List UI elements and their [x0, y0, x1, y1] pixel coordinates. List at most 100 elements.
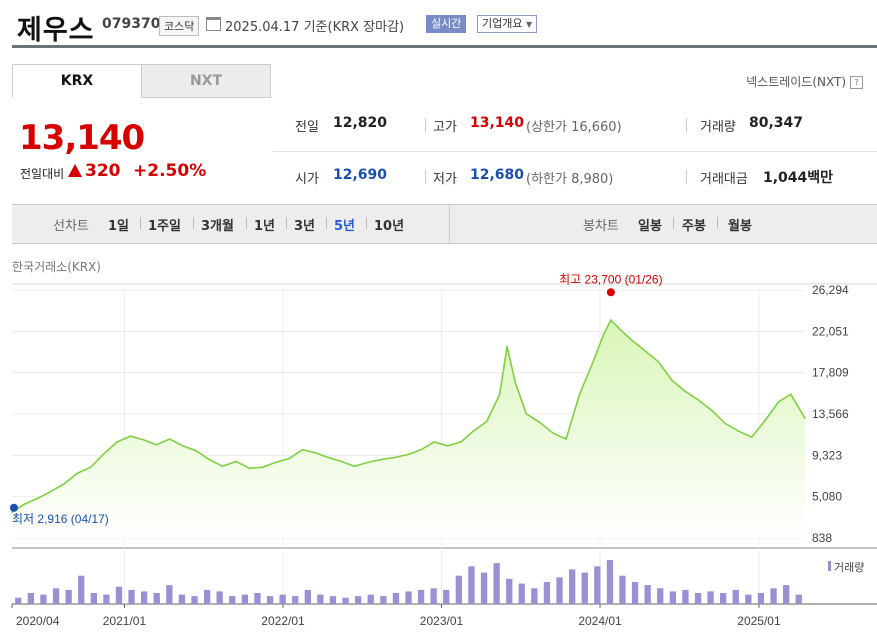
volume-bar [254, 593, 261, 604]
volume-bar [178, 594, 186, 604]
price-point [750, 436, 753, 438]
volume-bar [430, 588, 437, 604]
price-point [116, 441, 118, 443]
price-point [235, 460, 237, 463]
price-point [274, 461, 277, 464]
high-label: 고가 [433, 120, 457, 135]
candle-chart-label: 봉차트 [583, 219, 619, 234]
volume-bar [770, 588, 777, 604]
stat-separator [686, 170, 687, 184]
price-point [129, 435, 132, 437]
x-tick-label: 2021/01 [103, 614, 147, 628]
upper-limit: (상한가 16,660) [526, 120, 622, 135]
stat-separator [425, 118, 426, 132]
volume-bar [543, 582, 551, 604]
price-point [485, 420, 488, 423]
period-1w[interactable]: 1주일 [148, 219, 181, 234]
tab-nxt[interactable]: NXT [141, 64, 271, 98]
volume-bar [556, 577, 563, 604]
nextrade-link[interactable]: 넥스트레이드(NXT)? [746, 73, 863, 90]
y-tick-label: 13,566 [812, 407, 849, 421]
price-point [631, 339, 633, 342]
price-point [49, 490, 52, 493]
price-point [103, 452, 105, 455]
tab-krx[interactable]: KRX [12, 64, 142, 98]
volume-bar [103, 594, 110, 604]
volume-bar [166, 585, 173, 604]
low-value: 12,680 [470, 167, 525, 183]
period-3y[interactable]: 3년 [294, 219, 316, 234]
price-point [610, 319, 612, 321]
period-1y[interactable]: 1년 [254, 219, 276, 234]
realtime-button[interactable]: 실시간 [426, 15, 467, 33]
volume-bar [506, 578, 513, 604]
prev-close-label: 전일 [295, 120, 319, 135]
volume-bar [757, 593, 765, 604]
header-divider [12, 45, 877, 48]
price-point [221, 465, 224, 468]
volume-bar [204, 589, 211, 604]
volume-bar [720, 593, 727, 604]
volume-bar [732, 589, 739, 604]
line-chart-label: 선차트 [53, 219, 89, 234]
amount-value: 1,044백만 [763, 167, 833, 187]
volume-bar [644, 585, 651, 604]
min-marker [10, 503, 18, 512]
market-badge: 코스닥 [159, 16, 200, 36]
volume-bar [783, 585, 790, 604]
volume-legend-swatch [828, 561, 831, 571]
volume-bar [266, 596, 274, 604]
price-point [603, 333, 605, 335]
price-point [208, 458, 210, 461]
candle-weekly[interactable]: 주봉 [682, 219, 706, 234]
menu-separator [717, 217, 718, 229]
period-1d[interactable]: 1일 [108, 219, 130, 234]
y-tick-label: 5,080 [812, 490, 842, 504]
volume-bar [480, 572, 488, 604]
price-point [764, 419, 766, 422]
company-overview-button[interactable]: 기업개요 ▼ [477, 15, 538, 33]
max-marker [606, 288, 615, 297]
volume-label: 거래량 [700, 120, 736, 135]
price-point [168, 438, 171, 440]
volume-bar [531, 588, 538, 604]
price-point [23, 503, 26, 506]
price-point [804, 417, 806, 420]
volume-bar [707, 591, 714, 604]
price-point [313, 451, 316, 454]
open-label: 시가 [295, 172, 319, 187]
volume-bar [153, 593, 160, 604]
period-5y[interactable]: 5년 [334, 219, 356, 234]
price-point [711, 409, 713, 412]
volume-bar [682, 589, 689, 604]
volume-bar [304, 589, 311, 604]
price-point [261, 466, 264, 469]
price-point [498, 393, 501, 396]
period-10y[interactable]: 10년 [374, 219, 405, 234]
price-point [433, 441, 435, 443]
price-point [36, 497, 39, 500]
candle-monthly[interactable]: 월봉 [728, 219, 752, 234]
price-point [657, 361, 660, 363]
period-menu-bar [12, 204, 877, 244]
price-area-fill [12, 320, 805, 538]
price-point [684, 390, 686, 393]
stock-code: 079370 [102, 16, 161, 32]
volume-bar [631, 582, 639, 604]
price-point [380, 458, 382, 461]
volume-value: 80,347 [749, 115, 804, 131]
change-label: 전일대비 [20, 167, 65, 181]
menu-separator [326, 217, 327, 229]
quote-basis: 기준(KRX 장마감) [303, 20, 405, 35]
price-point [777, 401, 780, 403]
amount-label: 거래대금 [700, 172, 748, 187]
candle-daily[interactable]: 일봉 [638, 219, 662, 234]
volume-bar [694, 593, 702, 604]
volume-bar [279, 594, 286, 604]
period-3m[interactable]: 3개월 [201, 219, 234, 234]
help-icon[interactable]: ? [850, 76, 863, 89]
quote-date: 2025.04.17 [225, 20, 300, 35]
price-point [514, 381, 517, 384]
price-point [301, 448, 304, 451]
stats-row-divider [273, 151, 877, 152]
